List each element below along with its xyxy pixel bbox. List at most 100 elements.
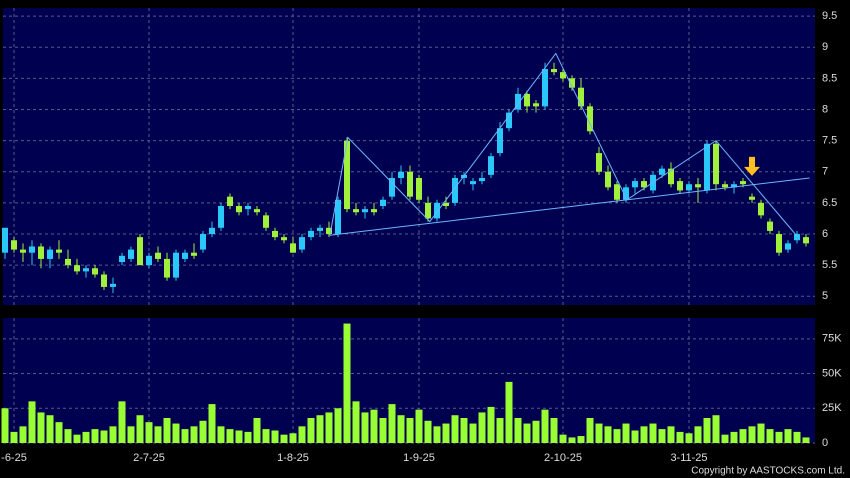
candle-body xyxy=(290,243,296,253)
volume-bar xyxy=(280,434,288,443)
volume-bar xyxy=(694,426,702,443)
volume-bar xyxy=(415,409,423,443)
candle-body xyxy=(533,103,539,107)
volume-bar xyxy=(271,430,279,443)
candle-body xyxy=(704,143,710,191)
volume-bar xyxy=(298,426,306,443)
volume-bar xyxy=(1,408,9,443)
volume-bar xyxy=(145,422,153,443)
y-tick-label: 5.5 xyxy=(822,259,837,271)
volume-bar xyxy=(316,415,324,443)
volume-bar xyxy=(442,423,450,443)
candle-body xyxy=(119,255,125,263)
volume-tick-label: 75K xyxy=(822,333,842,345)
volume-bar xyxy=(190,426,198,443)
volume-bar xyxy=(595,423,603,443)
candle-body xyxy=(101,274,107,287)
candle-body xyxy=(326,227,332,235)
volume-bar xyxy=(469,423,477,443)
y-tick-label: 6 xyxy=(822,228,828,240)
volume-bar xyxy=(118,401,126,443)
candle-body xyxy=(344,140,350,210)
volume-tick-label: 25K xyxy=(822,402,842,414)
volume-bar xyxy=(352,401,360,443)
volume-bar xyxy=(181,429,189,443)
volume-bar xyxy=(154,426,162,443)
volume-bar xyxy=(514,418,522,443)
volume-bar xyxy=(82,431,90,443)
volume-bar xyxy=(136,415,144,443)
volume-bar xyxy=(604,426,612,443)
volume-bar xyxy=(100,430,108,443)
volume-bar xyxy=(163,418,171,443)
volume-bar xyxy=(397,415,405,443)
volume-bar xyxy=(343,323,351,443)
volume-bar xyxy=(559,434,567,443)
volume-bar xyxy=(487,406,495,443)
candle-body xyxy=(164,258,170,278)
volume-bar xyxy=(577,436,585,443)
candle-body xyxy=(389,177,395,197)
candle-body xyxy=(254,209,260,213)
volume-bar xyxy=(172,423,180,443)
volume-bar xyxy=(424,420,432,443)
candle-body xyxy=(623,187,629,200)
candle-body xyxy=(47,249,53,259)
volume-bar xyxy=(532,420,540,443)
candle-body xyxy=(200,234,206,250)
volume-bar xyxy=(46,415,54,443)
volume-bar xyxy=(208,404,216,443)
candle-body xyxy=(551,69,557,73)
candle-body xyxy=(209,227,215,235)
volume-bar xyxy=(685,433,693,443)
candle-body xyxy=(722,184,728,188)
volume-bar xyxy=(649,423,657,443)
candle-body xyxy=(29,246,35,253)
volume-bar xyxy=(676,431,684,443)
volume-bar xyxy=(712,415,720,443)
candle-body xyxy=(83,268,89,272)
volume-bar xyxy=(379,418,387,443)
candle-body xyxy=(605,171,611,188)
candle-body xyxy=(560,72,566,79)
volume-bar xyxy=(586,418,594,443)
candle-body xyxy=(803,237,809,244)
candle-body xyxy=(173,252,179,278)
candle-body xyxy=(335,199,341,235)
volume-bar xyxy=(388,404,396,443)
volume-bar xyxy=(541,409,549,443)
candle-body xyxy=(191,252,197,256)
candle-body xyxy=(596,153,602,172)
volume-tick-label: 50K xyxy=(822,367,842,379)
x-tick-label: -6-25 xyxy=(1,452,27,464)
volume-bar xyxy=(766,429,774,443)
candle-body xyxy=(245,206,251,210)
volume-bar xyxy=(550,418,558,443)
candle-body xyxy=(65,258,71,266)
candle-body xyxy=(38,246,44,259)
volume-bar xyxy=(523,423,531,443)
volume-bar xyxy=(775,431,783,443)
candle-body xyxy=(731,184,737,188)
candle-body xyxy=(110,283,116,287)
candle-body xyxy=(677,181,683,191)
candle-body xyxy=(443,202,449,206)
volume-bar xyxy=(748,426,756,443)
candle-body xyxy=(713,143,719,185)
x-tick-label: 2-7-25 xyxy=(133,452,165,464)
candle-body xyxy=(488,156,494,175)
candle-body xyxy=(506,112,512,129)
volume-bar xyxy=(757,423,765,443)
candle-body xyxy=(92,268,98,275)
volume-bar xyxy=(361,412,369,443)
pattern-line xyxy=(329,52,799,238)
candle-body xyxy=(11,240,17,250)
volume-bar xyxy=(127,426,135,443)
candle-body xyxy=(218,206,224,228)
candle-body xyxy=(20,249,26,253)
volume-bar xyxy=(73,434,81,443)
candle-body xyxy=(74,265,80,272)
volume-bar xyxy=(730,431,738,443)
volume-bar xyxy=(325,412,333,443)
candle-body xyxy=(263,215,269,228)
